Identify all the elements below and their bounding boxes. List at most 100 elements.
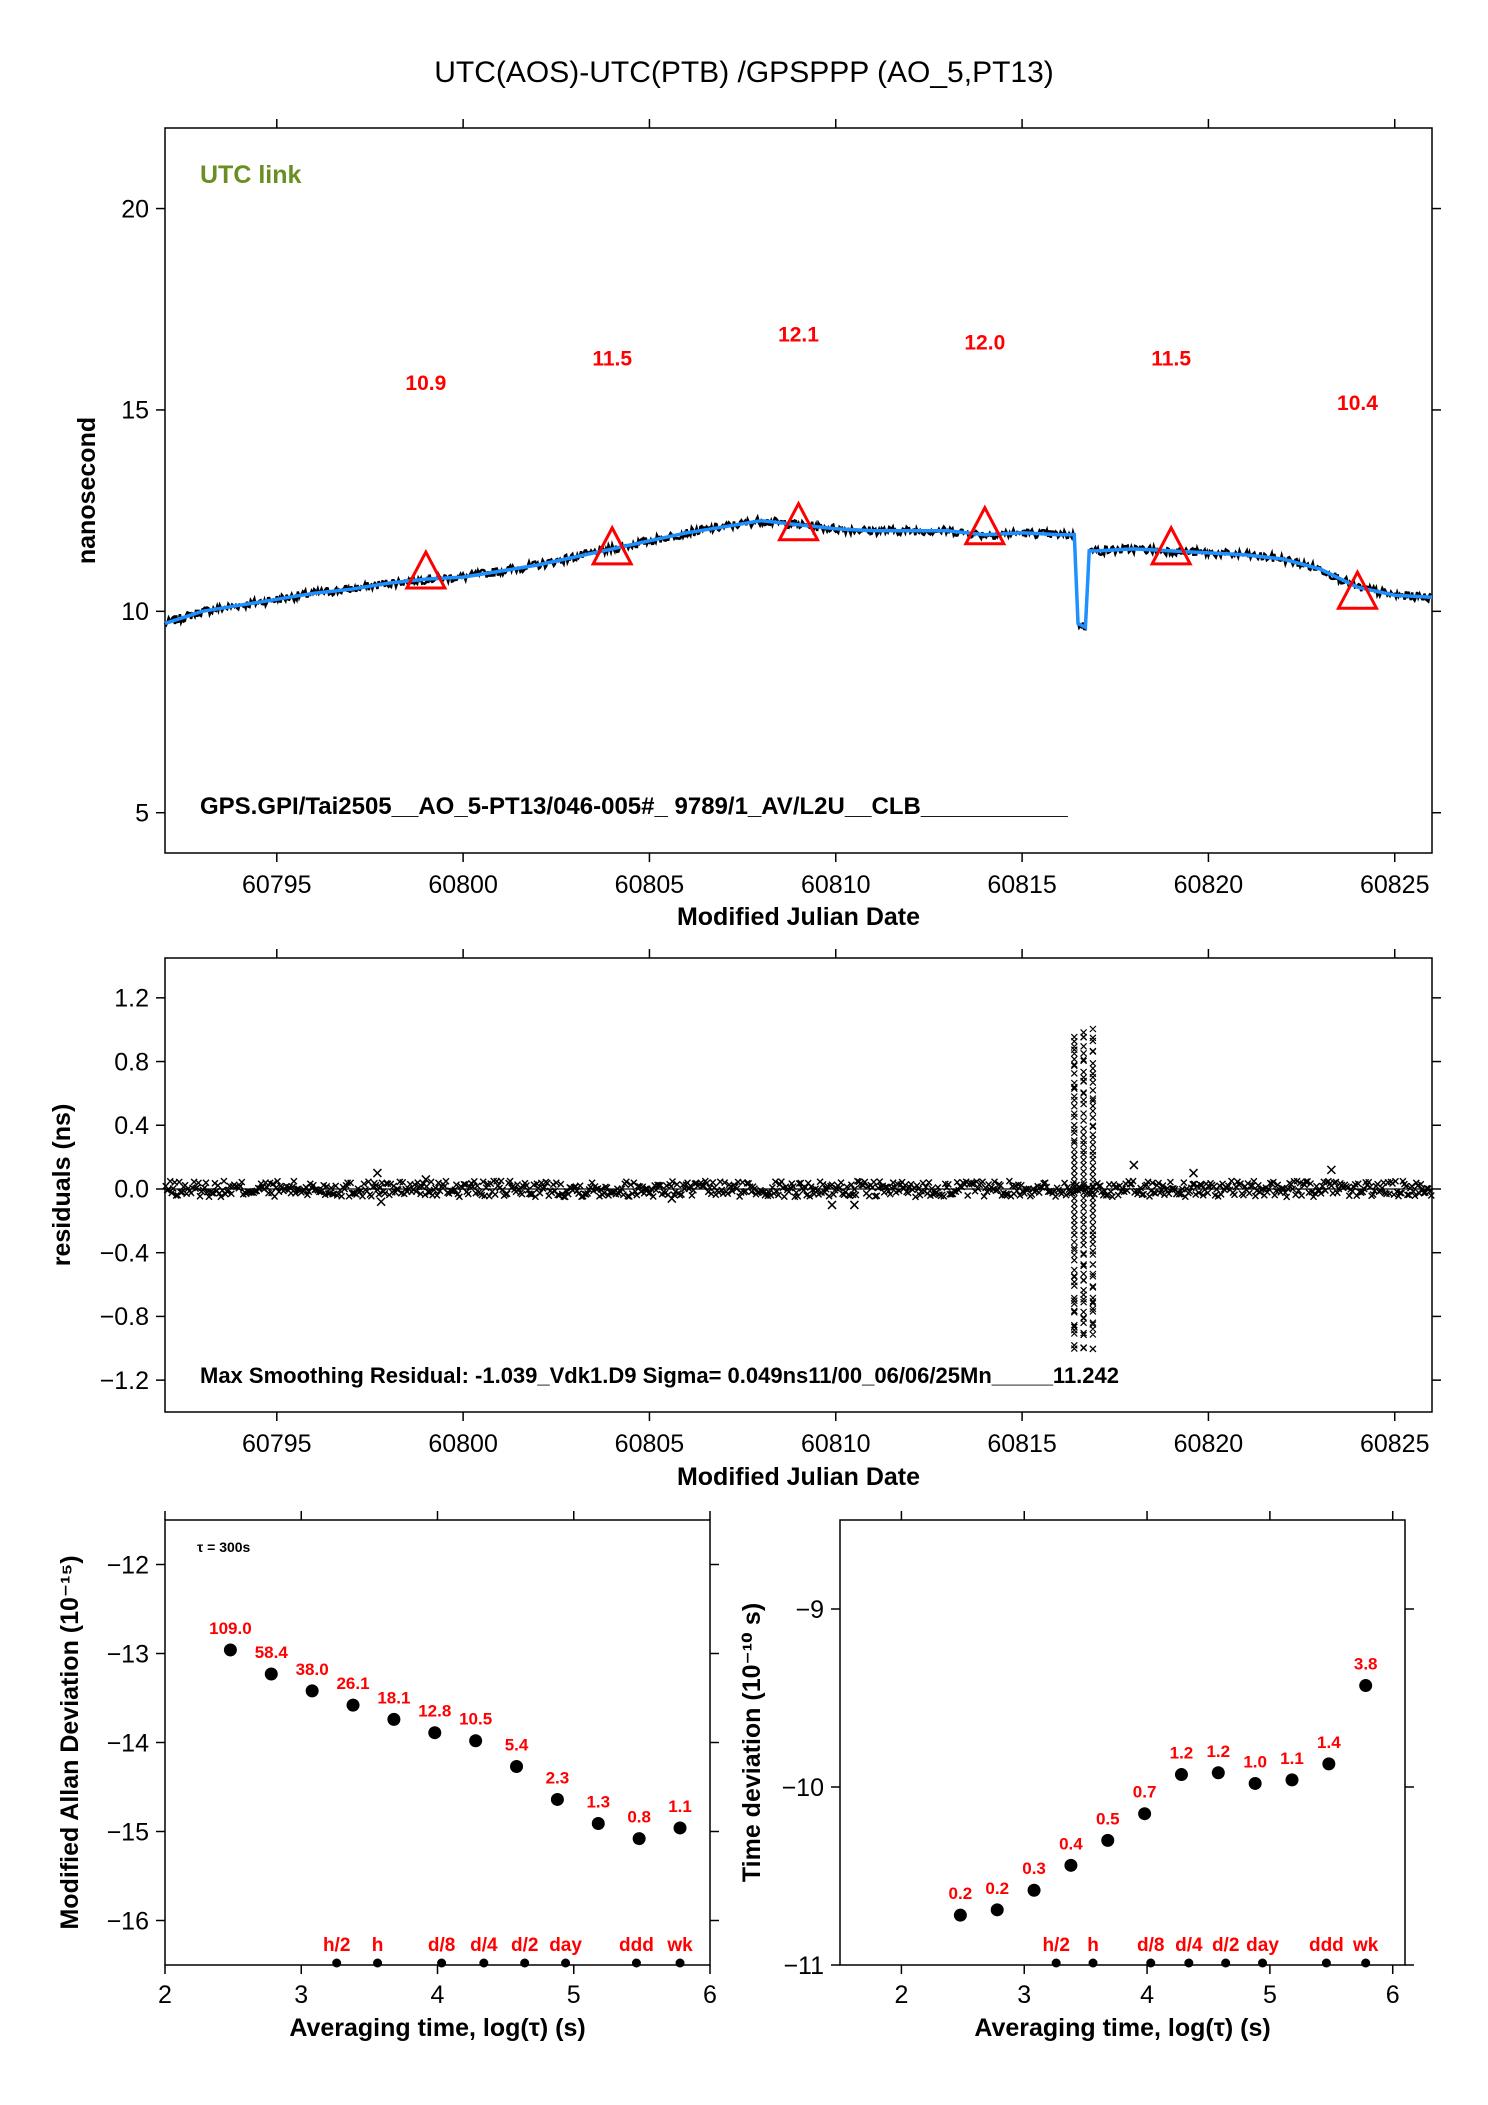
triangle-marker (777, 500, 820, 542)
residual-band (162, 1177, 1435, 1201)
time-marker-label: ddd (1309, 1935, 1344, 1956)
plot-frame (164, 1519, 711, 1966)
allan-deviation-panel: 2 3 4 5 6 −12 −13 −14 −15 −16 Averaging time, log(… (56, 1511, 719, 2042)
data-label: 1.4 (1317, 1733, 1341, 1752)
x-tick-label: 60810 (801, 871, 871, 899)
x-tick-label: 4 (1140, 1981, 1154, 2009)
residuals-panel: 60795 60800 60805 60810 60815 60820 60825 1.2 0.… (48, 949, 1441, 1491)
y-tick-label: −1.2 (100, 1367, 149, 1395)
x-tick-label: 6 (1386, 1981, 1400, 2009)
data-point (346, 1698, 360, 1712)
plot-frame (164, 127, 1433, 854)
x-tick-label: 60815 (987, 871, 1057, 899)
time-marker-label: day (1246, 1935, 1279, 1956)
x-axis-label: Modified Julian Date (677, 1463, 920, 1491)
x-tick-label: 60800 (428, 871, 498, 899)
data-point (550, 1792, 564, 1806)
data-point (1359, 1679, 1373, 1693)
x-tick-label: 60795 (242, 871, 312, 899)
time-marker-label: wk (666, 1935, 693, 1956)
time-marker (1051, 1958, 1061, 1968)
y-tick-label: 5 (135, 799, 149, 827)
data-point (223, 1643, 237, 1657)
data-point (1101, 1833, 1115, 1847)
time-marker-label: d/4 (470, 1935, 498, 1956)
x-tick-label: 60805 (615, 1430, 685, 1458)
data-point (1064, 1858, 1078, 1872)
series-line (164, 518, 1433, 631)
x-axis-label: Averaging time, log(τ) (s) (974, 2014, 1270, 2042)
residual-spike (1070, 1025, 1097, 1353)
data-point (953, 1908, 967, 1922)
data-point (1322, 1757, 1336, 1771)
y-tick-label: −14 (107, 1729, 150, 1757)
data-label: 0.4 (1059, 1834, 1083, 1853)
y-tick-label: −12 (107, 1551, 149, 1579)
triangle-marker (963, 504, 1007, 546)
time-marker (520, 1958, 530, 1968)
x-tick-label: 6 (703, 1981, 717, 2009)
y-tick-label: −9 (795, 1596, 824, 1624)
utc-link-badge: UTC link (200, 161, 301, 189)
x-tick-label: 60820 (1174, 871, 1244, 899)
y-tick-label: 0.4 (114, 1112, 149, 1140)
figure-title: UTC(AOS)-UTC(PTB) /GPSPPP (AO_5,PT13) (434, 56, 1054, 89)
y-axis-label: Modified Allan Deviation (10⁻¹⁵) (56, 1555, 84, 1929)
data-label: 0.2 (985, 1879, 1009, 1898)
residual-point (667, 1194, 677, 1204)
data-label: 58.4 (255, 1643, 289, 1662)
data-point (510, 1760, 524, 1774)
time-marker (1361, 1958, 1371, 1968)
x-tick-label: 60805 (615, 871, 685, 899)
residual-point (372, 1168, 382, 1178)
x-tick-label: 60815 (987, 1430, 1057, 1458)
time-marker-label: h/2 (323, 1935, 350, 1956)
time-marker-label: d/2 (1212, 1935, 1239, 1956)
panel-footer: Max Smoothing Residual: -1.039_Vdk1.D9 S… (200, 1363, 1119, 1388)
x-tick-label: 3 (294, 1981, 308, 2009)
time-marker-label: ddd (619, 1935, 654, 1956)
data-label: 0.3 (1022, 1859, 1046, 1878)
data-label: 1.3 (586, 1792, 610, 1811)
x-tick-label: 4 (431, 1981, 445, 2009)
y-tick-label: −16 (107, 1907, 149, 1935)
data-point (428, 1726, 442, 1740)
y-tick-label: −11 (783, 1952, 824, 1980)
time-marker-label: day (549, 1935, 582, 1956)
residual-point (827, 1200, 837, 1210)
data-label: 18.1 (377, 1688, 410, 1707)
triangle-marker (1149, 524, 1193, 566)
time-marker (479, 1958, 489, 1968)
data-label: 1.2 (1170, 1744, 1194, 1763)
time-marker-label: d/8 (428, 1935, 455, 1956)
y-tick-label: 10 (121, 598, 149, 626)
x-tick-label: 3 (1017, 1981, 1031, 2009)
x-axis-label: Modified Julian Date (677, 903, 920, 931)
data-point (591, 1816, 605, 1830)
data-label: 3.8 (1354, 1655, 1378, 1674)
y-tick-label: 15 (121, 397, 149, 425)
data-point (1285, 1773, 1299, 1787)
y-tick-label: −0.8 (100, 1303, 149, 1331)
time-marker (1184, 1958, 1194, 1968)
residual-point (421, 1174, 431, 1184)
time-marker-label: wk (1352, 1935, 1379, 1956)
data-label: 1.0 (1243, 1752, 1267, 1771)
data-point (469, 1734, 483, 1748)
data-point (673, 1821, 687, 1835)
y-tick-label: −0.4 (100, 1239, 149, 1267)
raw-trace (163, 513, 1432, 631)
marker-label: 11.5 (592, 348, 632, 371)
y-axis-label: nanosecond (73, 417, 101, 564)
marker-label: 11.5 (1151, 348, 1191, 371)
time-marker (1221, 1958, 1231, 1968)
marker-label: 10.9 (405, 372, 446, 395)
triangle-marker (1335, 568, 1379, 610)
time-marker (332, 1958, 342, 1968)
x-tick-label: 2 (158, 1981, 172, 2009)
x-tick-label: 60795 (242, 1430, 312, 1458)
data-point (387, 1712, 401, 1726)
time-marker-label: d/8 (1137, 1935, 1164, 1956)
data-point (264, 1667, 278, 1681)
residual-point (849, 1200, 859, 1210)
